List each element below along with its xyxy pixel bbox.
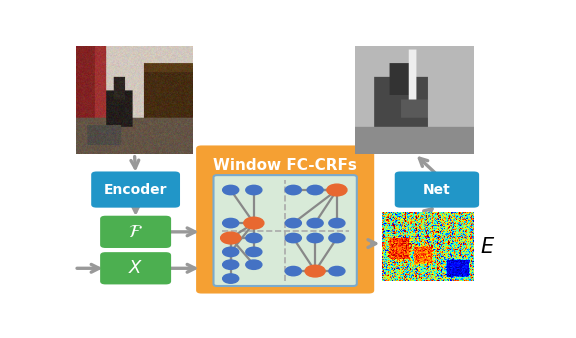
Circle shape xyxy=(221,232,241,244)
Circle shape xyxy=(246,233,262,243)
Circle shape xyxy=(285,233,301,243)
Text: $X$: $X$ xyxy=(128,259,143,277)
Text: Window FC-CRFs: Window FC-CRFs xyxy=(213,158,357,173)
FancyBboxPatch shape xyxy=(100,252,171,284)
Circle shape xyxy=(244,217,264,229)
Circle shape xyxy=(223,247,238,257)
Text: $\mathcal{F}$: $\mathcal{F}$ xyxy=(128,223,143,241)
Text: $E$: $E$ xyxy=(480,237,495,257)
Circle shape xyxy=(223,218,238,228)
Circle shape xyxy=(246,218,262,228)
FancyBboxPatch shape xyxy=(91,171,180,208)
FancyBboxPatch shape xyxy=(395,171,479,208)
Circle shape xyxy=(223,274,238,283)
FancyBboxPatch shape xyxy=(214,175,357,286)
Circle shape xyxy=(327,184,347,196)
Circle shape xyxy=(329,218,345,228)
Circle shape xyxy=(329,233,345,243)
Circle shape xyxy=(307,185,323,195)
Circle shape xyxy=(246,247,262,257)
Circle shape xyxy=(285,185,301,195)
Circle shape xyxy=(329,266,345,276)
Text: Net: Net xyxy=(423,183,451,197)
Circle shape xyxy=(285,218,301,228)
Circle shape xyxy=(307,233,323,243)
Circle shape xyxy=(223,260,238,269)
Circle shape xyxy=(246,260,262,269)
Circle shape xyxy=(307,218,323,228)
FancyBboxPatch shape xyxy=(196,145,374,293)
Circle shape xyxy=(285,266,301,276)
Circle shape xyxy=(305,265,325,277)
FancyBboxPatch shape xyxy=(100,216,171,248)
Circle shape xyxy=(223,185,238,195)
Circle shape xyxy=(246,185,262,195)
Text: Encoder: Encoder xyxy=(104,183,168,197)
